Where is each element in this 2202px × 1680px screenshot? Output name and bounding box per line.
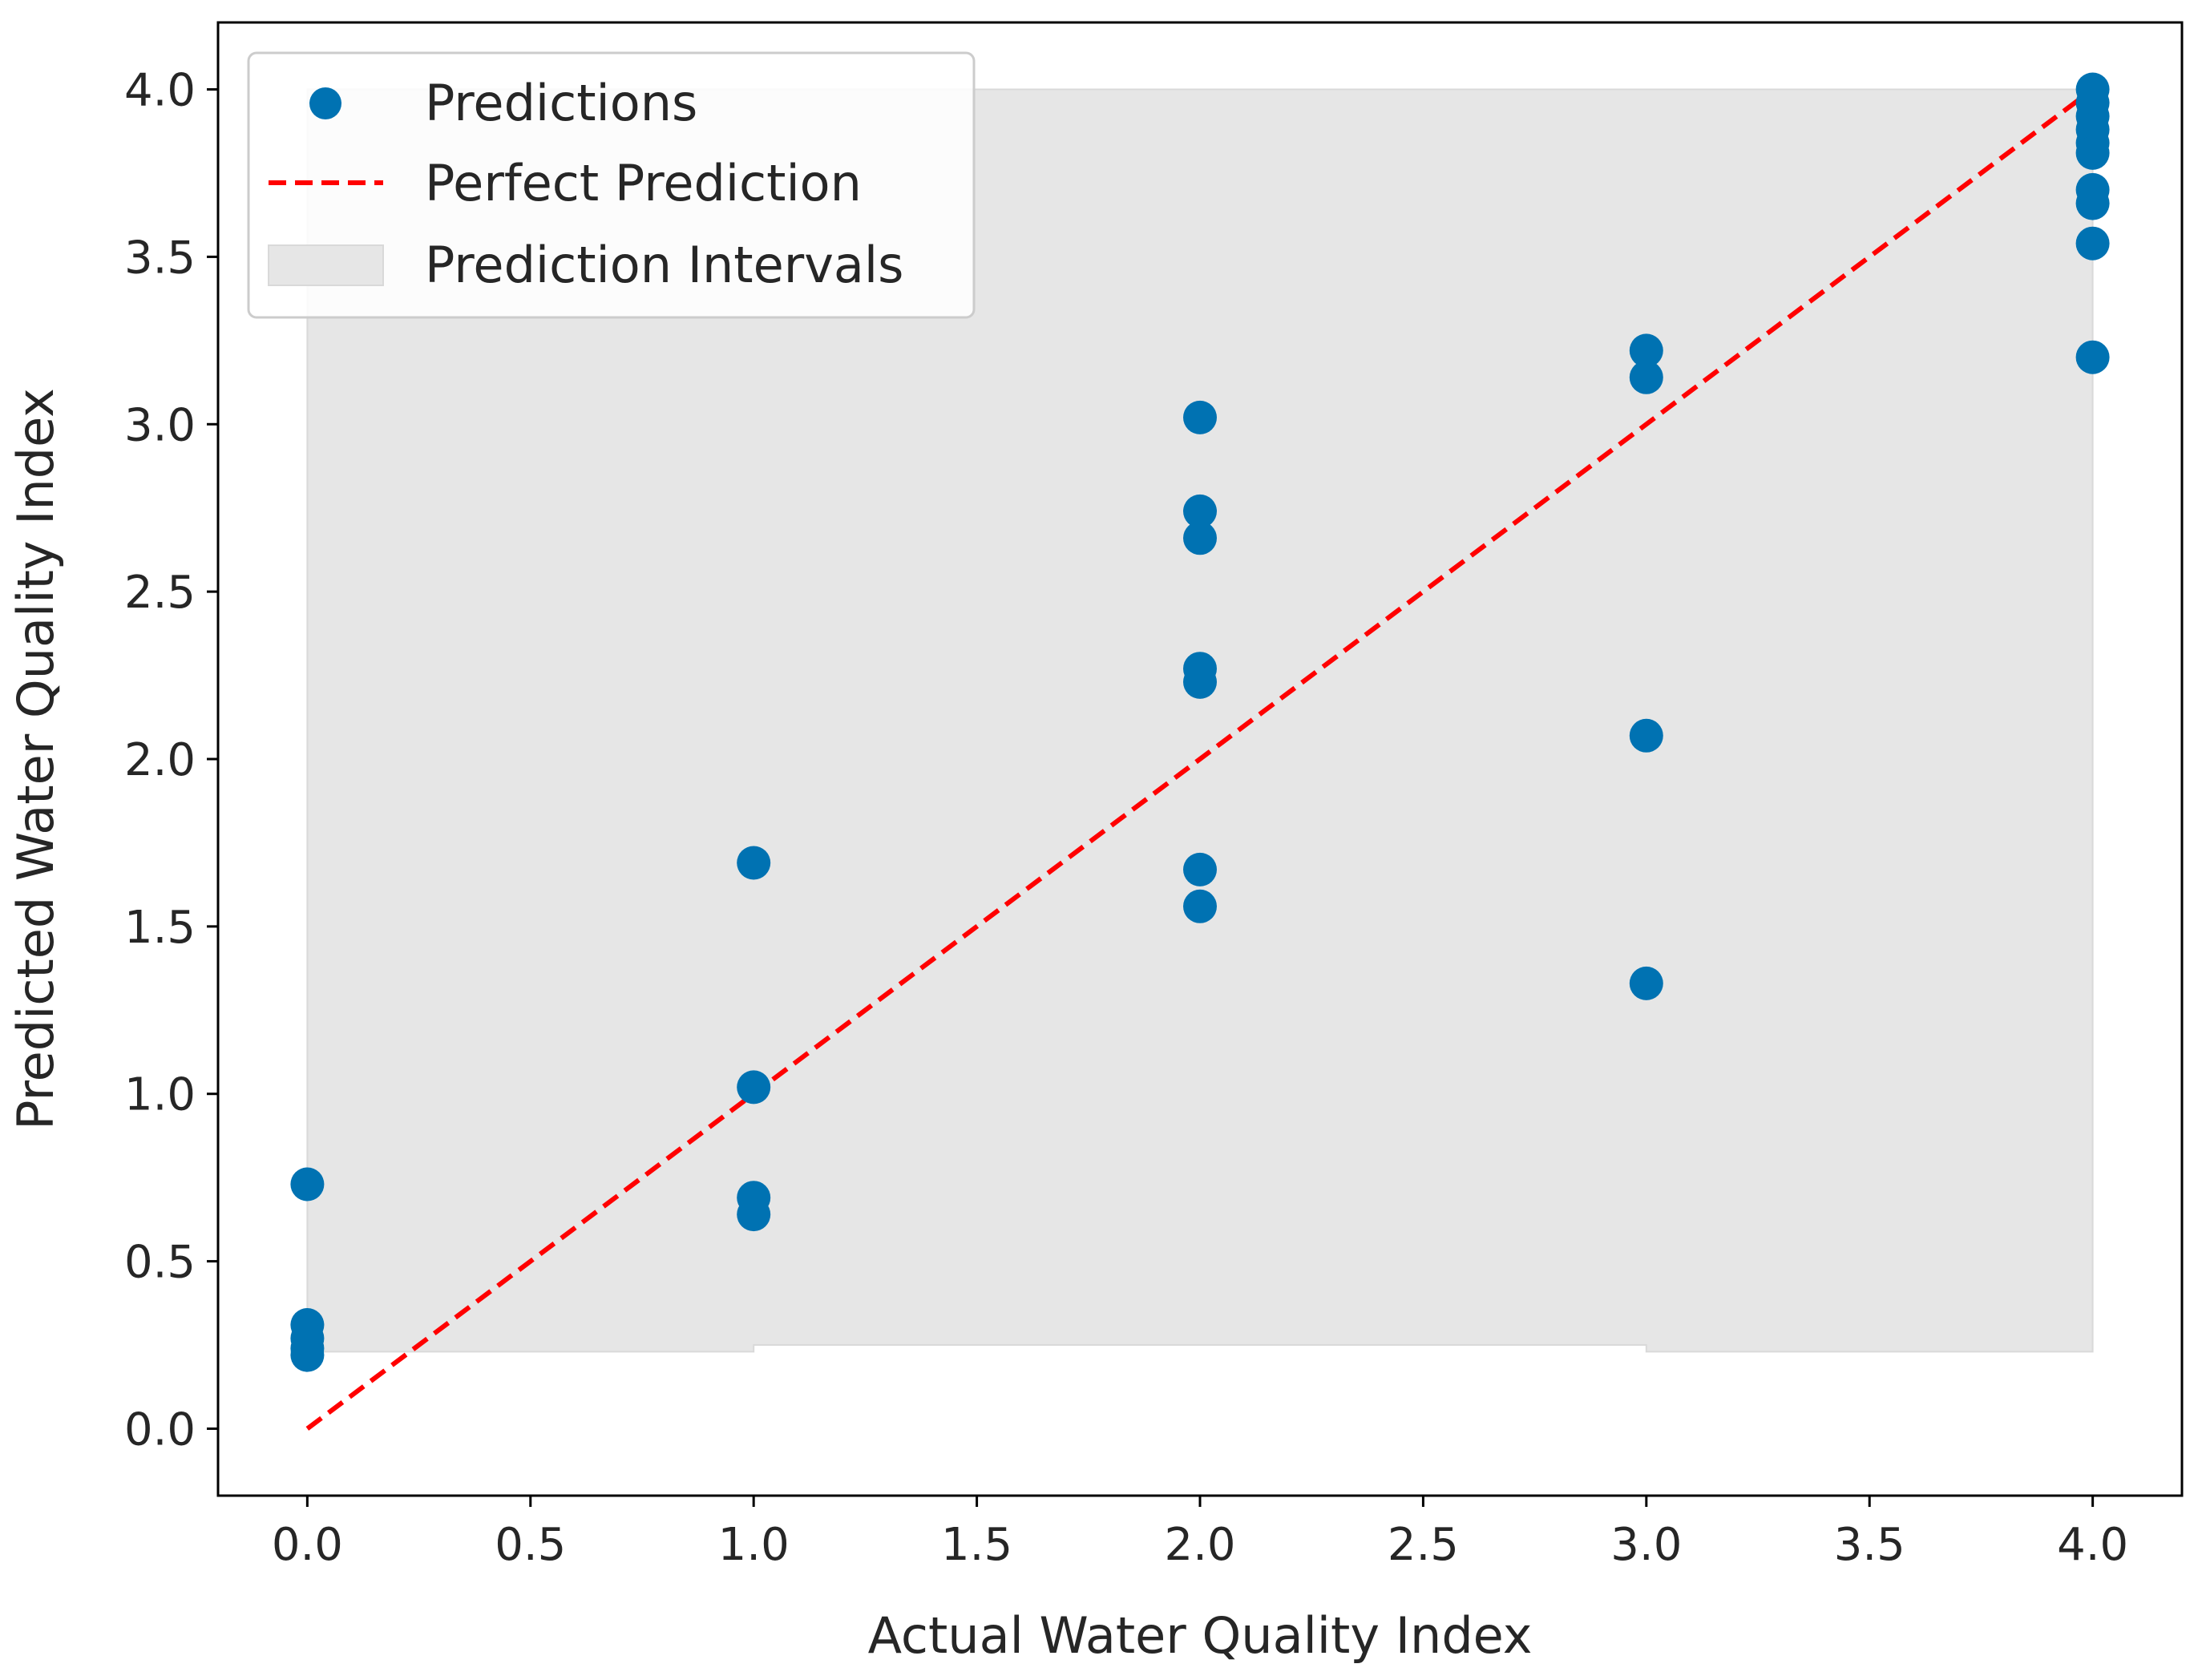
x-tick-label: 0.5	[495, 1519, 566, 1571]
prediction-point	[1183, 494, 1217, 528]
prediction-point	[2075, 340, 2110, 374]
prediction-point	[2075, 135, 2110, 170]
legend-predictions-label: Predictions	[425, 74, 697, 132]
y-axis-ticks: 0.0 0.5 1.0 1.5 2.0 2.5 3.0 3.5 4.0	[124, 65, 218, 1456]
prediction-point	[737, 1070, 771, 1105]
prediction-point	[737, 1197, 771, 1232]
prediction-point	[1183, 852, 1217, 886]
prediction-point	[1183, 664, 1217, 699]
prediction-point	[2075, 186, 2110, 220]
prediction-point	[1629, 966, 1663, 1000]
prediction-point	[290, 1167, 325, 1201]
prediction-interval-band	[306, 88, 2094, 1353]
x-tick-label: 4.0	[2057, 1519, 2128, 1571]
prediction-interval-area	[306, 88, 2094, 1353]
x-tick-label: 3.0	[1610, 1519, 1682, 1571]
x-tick-label: 2.5	[1388, 1519, 1459, 1571]
y-axis-label: Predicted Water Quality Index	[6, 388, 65, 1130]
y-tick-label: 2.5	[124, 567, 196, 619]
prediction-point	[1629, 333, 1663, 368]
x-axis-label: Actual Water Quality Index	[868, 1606, 1533, 1665]
prediction-point	[1183, 889, 1217, 923]
legend-box	[247, 51, 976, 319]
prediction-point	[1629, 718, 1663, 753]
prediction-point	[1183, 400, 1217, 434]
x-tick-label: 1.5	[941, 1519, 1012, 1571]
prediction-points	[290, 72, 2110, 1372]
prediction-point	[1629, 360, 1663, 394]
legend: Predictions Perfect Prediction Predictio…	[247, 51, 976, 319]
prediction-point	[2075, 226, 2110, 260]
x-tick-label: 1.0	[718, 1519, 790, 1571]
y-tick-label: 4.0	[124, 65, 196, 117]
y-tick-label: 1.0	[124, 1069, 196, 1121]
y-tick-label: 3.0	[124, 399, 196, 451]
x-tick-label: 3.5	[1834, 1519, 1905, 1571]
prediction-point	[290, 1338, 325, 1372]
x-tick-label: 2.0	[1164, 1519, 1235, 1571]
y-tick-label: 2.0	[124, 734, 196, 786]
legend-prediction-intervals-label: Prediction Intervals	[425, 236, 903, 294]
y-tick-label: 0.5	[124, 1237, 196, 1289]
y-tick-label: 3.5	[124, 232, 196, 284]
perfect-prediction-line-group	[305, 87, 2095, 1431]
x-tick-label: 0.0	[272, 1519, 343, 1571]
y-tick-label: 1.5	[124, 902, 196, 954]
legend-perfect-prediction-label: Perfect Prediction	[425, 154, 862, 212]
perfect-prediction-line	[305, 87, 2095, 1431]
prediction-point	[1183, 521, 1217, 555]
y-tick-label: 0.0	[124, 1403, 196, 1456]
legend-predictions-marker	[309, 87, 341, 119]
prediction-point	[737, 846, 771, 880]
x-axis-ticks: 0.0 0.5 1.0 1.5 2.0 2.5 3.0 3.5 4.0	[272, 1496, 2128, 1571]
legend-prediction-intervals-marker	[268, 244, 384, 286]
